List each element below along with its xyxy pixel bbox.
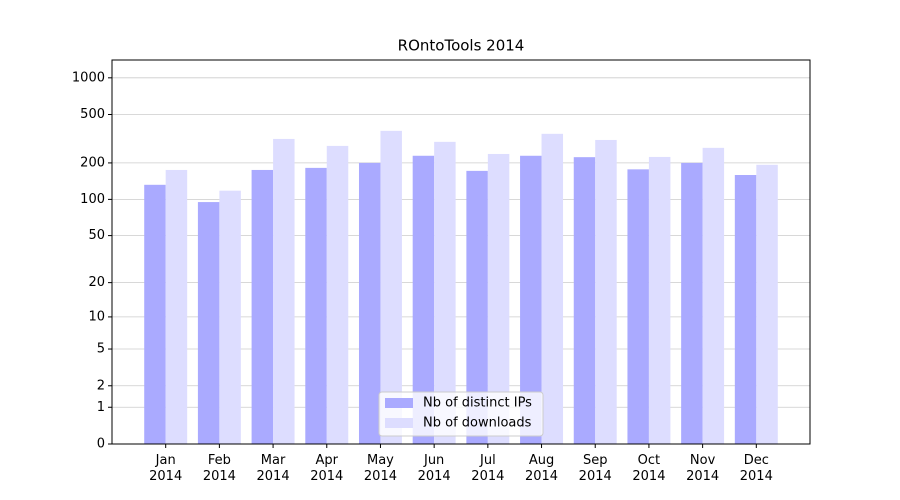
bar	[648, 156, 671, 444]
x-tick-label: Jan 2014	[149, 453, 183, 484]
x-tick-label: May 2014	[363, 453, 397, 484]
bar	[595, 139, 617, 445]
x-tick-label: Feb 2014	[202, 453, 236, 484]
y-tick-label: 1	[97, 400, 105, 415]
bar	[734, 175, 757, 444]
y-tick-label: 10	[88, 309, 105, 324]
legend-swatch	[385, 398, 413, 408]
bar	[520, 155, 542, 444]
bar	[702, 147, 725, 444]
bar	[412, 155, 435, 444]
bar	[358, 162, 381, 444]
y-tick-label: 50	[88, 228, 105, 243]
bar	[434, 141, 456, 444]
bar	[466, 170, 488, 444]
y-tick-label: 20	[88, 275, 105, 290]
x-tick-label: Nov 2014	[686, 453, 720, 484]
bar	[380, 130, 402, 444]
bar	[487, 153, 510, 444]
chart-title: ROntoTools 2014	[398, 37, 525, 55]
x-tick-label: Mar 2014	[256, 453, 290, 484]
bar	[251, 169, 274, 445]
bar	[165, 169, 188, 445]
bars	[144, 130, 778, 445]
x-tick-label: Jun 2014	[417, 453, 451, 484]
legend-label: Nb of distinct IPs	[423, 396, 532, 411]
y-tick-label: 200	[80, 155, 105, 170]
bar	[305, 167, 327, 444]
legend-swatch	[385, 418, 413, 428]
bar	[197, 202, 220, 444]
x-tick-label: Sep 2014	[578, 453, 612, 484]
x-tick-label: Oct 2014	[632, 453, 666, 484]
bar	[627, 169, 649, 444]
bar	[756, 164, 778, 445]
bar	[219, 190, 241, 444]
y-tick-label: 2	[97, 378, 105, 393]
legend: Nb of distinct IPs Nb of downloads	[378, 391, 544, 437]
y-tick-label: 5	[97, 342, 105, 357]
bar	[573, 157, 596, 444]
bar	[144, 184, 166, 444]
bar	[681, 162, 703, 444]
y-tick-label: 100	[80, 192, 105, 207]
x-tick-label: Aug 2014	[524, 453, 559, 484]
bar	[326, 145, 349, 444]
y-tick-label: 1000	[72, 70, 105, 85]
y-tick-label: 0	[97, 437, 105, 452]
legend-label: Nb of downloads	[423, 416, 532, 431]
x-tick-label: Jul 2014	[471, 453, 505, 484]
legend-box	[378, 391, 544, 437]
y-tick-label: 500	[80, 107, 105, 122]
plot-frame	[111, 59, 811, 445]
bar	[273, 138, 295, 445]
x-tick-label: Dec 2014	[739, 453, 773, 484]
bar	[541, 133, 564, 444]
x-tick-label: Apr 2014	[310, 453, 344, 484]
